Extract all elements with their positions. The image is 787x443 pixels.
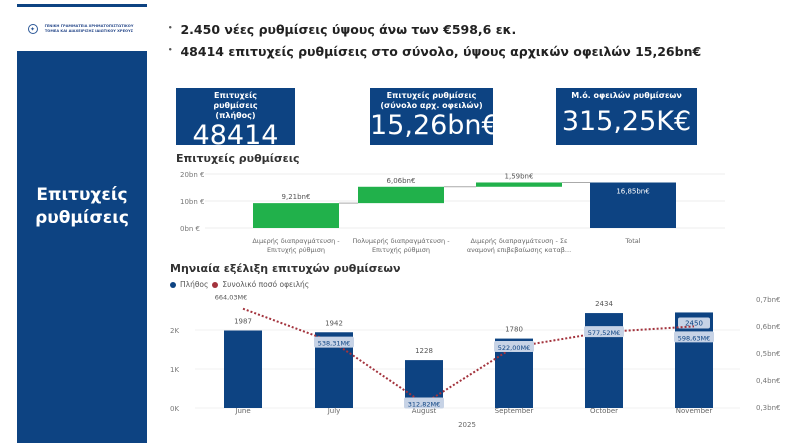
y-left-tick-label: 2K bbox=[170, 327, 179, 335]
legend-dot-icon bbox=[212, 281, 219, 288]
data-label: 16,85bn€ bbox=[616, 188, 649, 196]
line-data-label: 664,03M€ bbox=[215, 294, 248, 302]
page-title: Επιτυχείς ρυθμίσεις bbox=[35, 185, 129, 228]
label-background bbox=[678, 317, 710, 329]
y-right-tick-label: 0,5bn€ bbox=[756, 350, 780, 358]
kpi-title: Επιτυχείς ρυθμίσεις (πλήθος) bbox=[213, 91, 258, 120]
y-left-tick-label: 0K bbox=[170, 405, 179, 413]
seal-icon: ✦ bbox=[27, 24, 38, 34]
x-tick-label: Επιτυχής ρύθμιση bbox=[372, 246, 430, 254]
x-tick-label: Διμερής διαπραγμάτευση - Σε bbox=[471, 237, 568, 245]
line-data-label: 598,63M€ bbox=[678, 334, 711, 342]
label-background bbox=[404, 397, 444, 409]
label-background bbox=[674, 331, 714, 343]
x-axis-title: 2025 bbox=[458, 421, 476, 429]
x-tick-label: July bbox=[327, 407, 341, 415]
bar-data-label: 2450 bbox=[685, 319, 703, 327]
logo-text: ΓΕΝΙΚΗ ΓΡΑΜΜΑΤΕΙΑ ΧΡΗΜΑΤΟΠΙΣΤΩΤΙΚΟΥ ΤΟΜΕ… bbox=[44, 24, 134, 33]
kpi-value: 15,26bn€ bbox=[370, 110, 499, 141]
data-label: 1,59bn€ bbox=[505, 172, 534, 180]
y-tick-label: 0bn € bbox=[180, 225, 200, 233]
label-background bbox=[494, 341, 534, 353]
kpi-title: Επιτυχείς ρυθμίσεις (σύνολο αρχ. οφειλών… bbox=[380, 91, 483, 110]
x-tick-label: October bbox=[590, 407, 618, 415]
y-left-tick-label: 1K bbox=[170, 366, 179, 374]
line-data-label: 577,52M€ bbox=[588, 329, 621, 337]
y-right-tick-label: 0,4bn€ bbox=[756, 377, 780, 385]
monthly-combo-chart: 0K 1K 2K 0,3bn€ 0,4bn€ 0,5bn€ 0,6bn€ 0,7bn€ 1987… bbox=[170, 294, 780, 429]
line-data-label: 312,82M€ bbox=[408, 401, 441, 409]
bar-data-label: 1780 bbox=[505, 326, 523, 334]
kpi-card-total: Επιτυχείς ρυθμίσεις (σύνολο αρχ. οφειλών… bbox=[370, 88, 499, 145]
legend-item[interactable]: Συνολικό ποσό οφειλής bbox=[222, 280, 310, 289]
x-tick-label: Πολυμερής διαπραγμάτευση - bbox=[352, 237, 450, 245]
waterfall-bar bbox=[253, 203, 339, 228]
label-background bbox=[584, 326, 624, 338]
bar-data-label: 1228 bbox=[415, 347, 433, 355]
x-tick-label: November bbox=[676, 407, 713, 415]
waterfall-title: Επιτυχείς ρυθμίσεις bbox=[176, 152, 300, 165]
bullet-item: 2.450 νέες ρυθμίσεις ύψους άνω των €598,… bbox=[176, 20, 701, 42]
x-tick-label: June bbox=[234, 407, 250, 415]
legend: Πλήθος Συνολικό ποσό οφειλής bbox=[170, 280, 309, 289]
monthly-chart-title: Μηνιαία εξέλιξη επιτυχών ρυθμίσεων bbox=[170, 262, 401, 275]
x-tick-label: αναμονή επιβεβαίωσης καταβ... bbox=[467, 246, 571, 254]
summary-bullets: 2.450 νέες ρυθμίσεις ύψους άνω των €598,… bbox=[176, 20, 701, 64]
x-tick-label: Διμερής διαπραγμάτευση - bbox=[252, 237, 340, 245]
waterfall-chart: 0bn € 10bn € 20bn € 9,21bn€ Διμερής διαπραγμ… bbox=[180, 171, 725, 254]
bar bbox=[224, 330, 262, 408]
line-data-label: 538,31M€ bbox=[318, 340, 351, 348]
kpi-title: Μ.ό. οφειλών ρυθμίσεων bbox=[571, 91, 682, 100]
logo: ✦ ΓΕΝΙΚΗ ΓΡΑΜΜΑΤΕΙΑ ΧΡΗΜΑΤΟΠΙΣΤΩΤΙΚΟΥ ΤΟ… bbox=[17, 7, 147, 51]
kpi-card-count: Επιτυχείς ρυθμίσεις (πλήθος) 48414 bbox=[176, 88, 295, 151]
y-right-tick-label: 0,7bn€ bbox=[756, 296, 780, 304]
x-tick-label: Total bbox=[624, 237, 640, 245]
y-right-tick-label: 0,3bn€ bbox=[756, 404, 780, 412]
sidebar: ✦ ΓΕΝΙΚΗ ΓΡΑΜΜΑΤΕΙΑ ΧΡΗΜΑΤΟΠΙΣΤΩΤΙΚΟΥ ΤΟ… bbox=[17, 4, 147, 443]
legend-item[interactable]: Πλήθος bbox=[180, 280, 209, 289]
kpi-card-average: Μ.ό. οφειλών ρυθμίσεων 315,25K€ bbox=[556, 88, 697, 145]
kpi-value: 48414 bbox=[192, 120, 279, 151]
bar-data-label: 1987 bbox=[234, 318, 252, 326]
y-tick-label: 20bn € bbox=[180, 171, 204, 179]
x-tick-label: September bbox=[495, 407, 534, 415]
label-background bbox=[314, 336, 354, 348]
data-label: 9,21bn€ bbox=[282, 193, 311, 201]
data-label: 6,06bn€ bbox=[387, 177, 416, 185]
bar-data-label: 1942 bbox=[325, 319, 343, 327]
line-data-label: 522,00M€ bbox=[498, 344, 531, 352]
legend-dot-icon bbox=[170, 281, 176, 288]
waterfall-bar bbox=[358, 186, 444, 204]
x-tick-label: August bbox=[412, 407, 437, 415]
waterfall-bar bbox=[476, 182, 562, 187]
line-series bbox=[242, 307, 695, 405]
kpi-value: 315,25K€ bbox=[561, 106, 692, 137]
y-right-tick-label: 0,6bn€ bbox=[756, 323, 780, 331]
bar-data-label: 2434 bbox=[595, 300, 613, 308]
y-tick-label: 10bn € bbox=[180, 198, 204, 206]
x-tick-label: Επιτυχής ρύθμιση bbox=[267, 246, 325, 254]
bullet-item: 48414 επιτυχείς ρυθμίσεις στο σύνολο, ύψ… bbox=[176, 42, 701, 64]
waterfall-bar bbox=[590, 182, 676, 228]
